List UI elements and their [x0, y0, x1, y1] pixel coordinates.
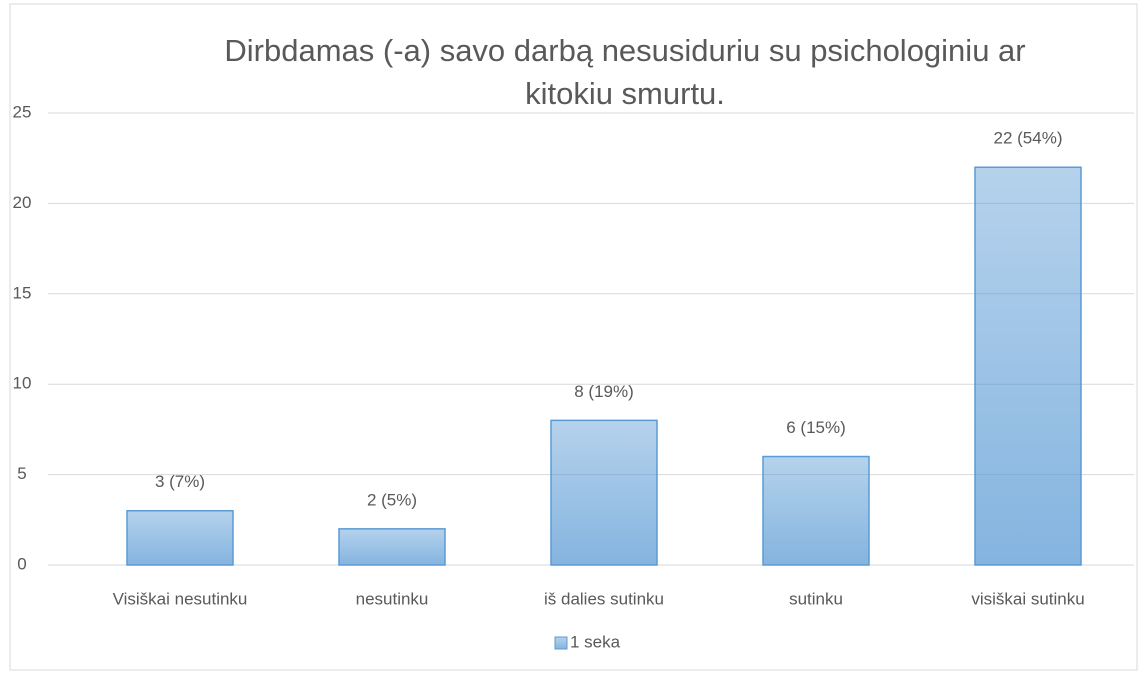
bar [338, 528, 446, 566]
value-label: 2 (5%) [367, 490, 417, 509]
chart-title: kitokiu smurtu. [525, 76, 725, 111]
y-tick-label: 15 [13, 283, 32, 302]
bar [550, 419, 658, 566]
bar [762, 455, 870, 566]
value-label: 22 (54%) [994, 129, 1063, 148]
y-tick-label: 0 [17, 554, 26, 573]
y-tick-label: 10 [13, 374, 32, 393]
value-label: 6 (15%) [786, 418, 846, 437]
x-tick-label: Visiškai nesutinku [113, 589, 248, 608]
legend-label: 1 seka [570, 632, 621, 651]
x-tick-label: nesutinku [356, 589, 429, 608]
bar [126, 510, 234, 566]
y-tick-label: 25 [13, 102, 32, 121]
bar [974, 166, 1082, 566]
value-label: 3 (7%) [155, 472, 205, 491]
y-tick-label: 5 [17, 464, 26, 483]
chart-title: Dirbdamas (-a) savo darbą nesusiduriu su… [224, 33, 1025, 68]
x-tick-label: iš dalies sutinku [544, 589, 664, 608]
legend-swatch [554, 636, 568, 650]
value-label: 8 (19%) [574, 382, 634, 401]
x-tick-label: sutinku [789, 589, 843, 608]
y-tick-label: 20 [13, 193, 32, 212]
x-tick-label: visiškai sutinku [971, 589, 1084, 608]
